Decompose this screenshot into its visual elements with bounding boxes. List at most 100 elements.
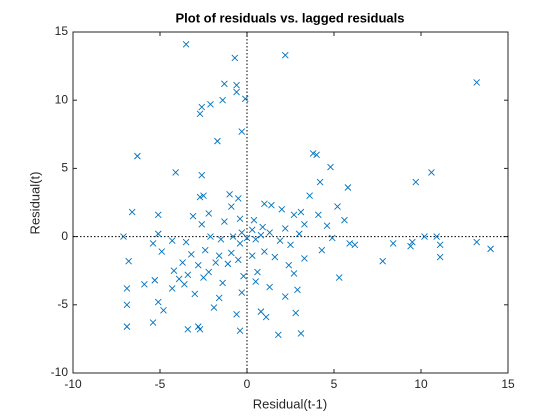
point — [229, 233, 237, 240]
point — [268, 201, 275, 209]
point — [292, 309, 300, 317]
point — [123, 301, 131, 309]
y-tick-label: 5 — [61, 161, 68, 175]
point — [210, 304, 218, 311]
point — [205, 210, 213, 217]
point — [184, 326, 192, 333]
point — [154, 211, 162, 219]
point — [196, 193, 204, 201]
point — [194, 261, 202, 269]
point — [433, 233, 440, 240]
point — [301, 255, 308, 262]
point — [182, 238, 190, 246]
point — [316, 178, 324, 186]
y-tick-label: 15 — [55, 24, 69, 38]
point — [200, 274, 207, 281]
point — [335, 274, 343, 281]
point — [254, 268, 261, 276]
point — [328, 234, 336, 242]
point — [188, 251, 195, 258]
y-tick-label: 0 — [61, 229, 68, 243]
point — [408, 238, 416, 246]
point — [160, 306, 167, 314]
point — [487, 245, 494, 253]
point — [334, 203, 341, 210]
point — [198, 171, 206, 179]
point — [243, 234, 251, 242]
y-tick-label: 10 — [55, 92, 69, 106]
y-tick-label: -5 — [57, 297, 68, 311]
point — [295, 230, 303, 238]
point — [241, 95, 249, 103]
point — [257, 308, 265, 315]
point — [189, 212, 197, 220]
point — [250, 216, 258, 224]
point — [473, 238, 480, 246]
x-tick-label: -5 — [155, 377, 166, 391]
point — [234, 195, 242, 202]
point — [389, 240, 397, 247]
point — [151, 276, 159, 284]
point — [252, 236, 260, 243]
point — [198, 221, 206, 228]
y-tick-label: -10 — [51, 365, 69, 379]
point — [231, 54, 239, 62]
point — [271, 253, 279, 261]
y-axis-label: Residual(t) — [27, 172, 42, 235]
point — [344, 184, 352, 191]
point — [212, 259, 219, 266]
point — [287, 241, 294, 249]
point — [179, 259, 186, 266]
point — [196, 110, 204, 118]
point — [421, 233, 428, 240]
x-tick-label: -10 — [64, 377, 82, 391]
point — [294, 286, 301, 294]
point — [184, 271, 192, 279]
point — [290, 270, 298, 277]
point — [168, 237, 176, 245]
point — [215, 252, 223, 260]
point — [219, 96, 226, 104]
point — [306, 192, 313, 199]
point — [123, 323, 131, 330]
point — [123, 285, 131, 292]
point — [125, 257, 132, 265]
point — [228, 203, 235, 210]
x-tick-label: 10 — [414, 377, 428, 391]
x-tick-label: 15 — [501, 377, 515, 391]
point — [154, 298, 162, 306]
plot-area — [72, 31, 509, 374]
point — [346, 240, 353, 247]
point — [234, 256, 242, 264]
point — [301, 221, 308, 228]
point — [236, 240, 244, 247]
point — [205, 268, 213, 276]
x-axis-label: Residual(t-1) — [253, 396, 327, 411]
point — [240, 272, 247, 280]
point — [248, 226, 256, 234]
point — [120, 233, 127, 240]
point — [194, 323, 202, 330]
point — [266, 229, 273, 236]
point — [297, 208, 305, 216]
point — [181, 281, 188, 288]
point — [207, 233, 214, 240]
point — [217, 236, 225, 243]
point — [149, 319, 157, 326]
point — [238, 229, 246, 236]
point — [219, 279, 226, 287]
point — [207, 100, 214, 108]
point — [215, 294, 223, 302]
point — [261, 200, 268, 208]
point — [182, 40, 190, 48]
point — [128, 208, 136, 216]
point — [276, 237, 284, 245]
point — [261, 248, 268, 255]
point — [257, 231, 265, 239]
point — [236, 215, 244, 223]
point — [221, 218, 228, 225]
point — [198, 103, 206, 111]
